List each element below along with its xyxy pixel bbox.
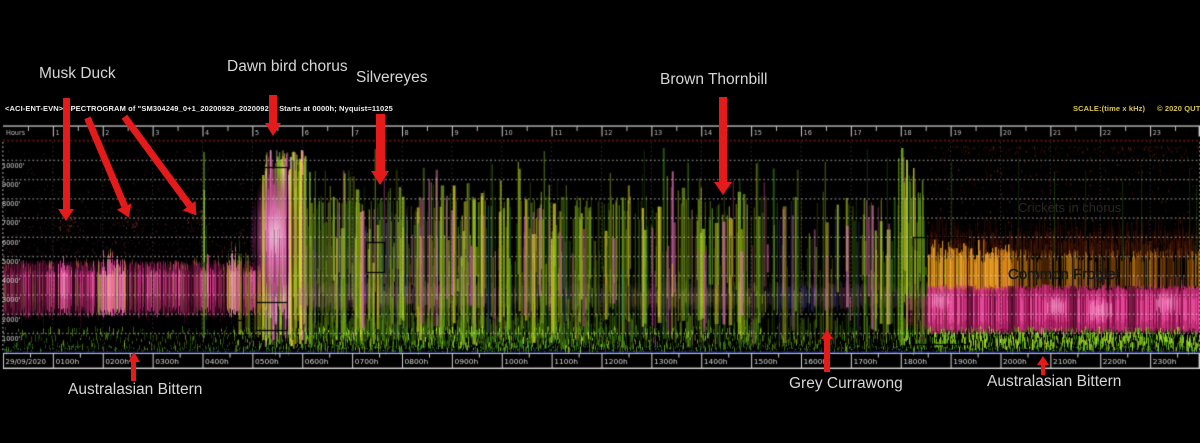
spectrogram-title: <ACI-ENT-EVN> SPECTROGRAM of "SM304249_0… bbox=[5, 103, 393, 113]
annotation-label-common-froglet: Common Froglet bbox=[1008, 266, 1120, 283]
annotation-label-grey-currawong: Grey Currawong bbox=[789, 375, 903, 392]
annotation-label-australasian-bittern-right: Australasian Bittern bbox=[987, 373, 1122, 390]
annotation-label-crickets-in-chorus: Crickets in chorus bbox=[1018, 200, 1122, 215]
annotation-label-dawn-bird-chorus: Dawn bird chorus bbox=[227, 58, 348, 75]
scale-label: SCALE:(time x kHz) bbox=[1073, 103, 1146, 113]
annotation-label-musk-duck: Musk Duck bbox=[39, 65, 116, 82]
copyright-label: © 2020 QUT bbox=[1157, 103, 1200, 113]
annotation-label-silvereyes: Silvereyes bbox=[356, 69, 428, 86]
annotation-label-brown-thornbill: Brown Thornbill bbox=[660, 71, 768, 88]
annotation-label-australasian-bittern-left: Australasian Bittern bbox=[68, 381, 203, 398]
